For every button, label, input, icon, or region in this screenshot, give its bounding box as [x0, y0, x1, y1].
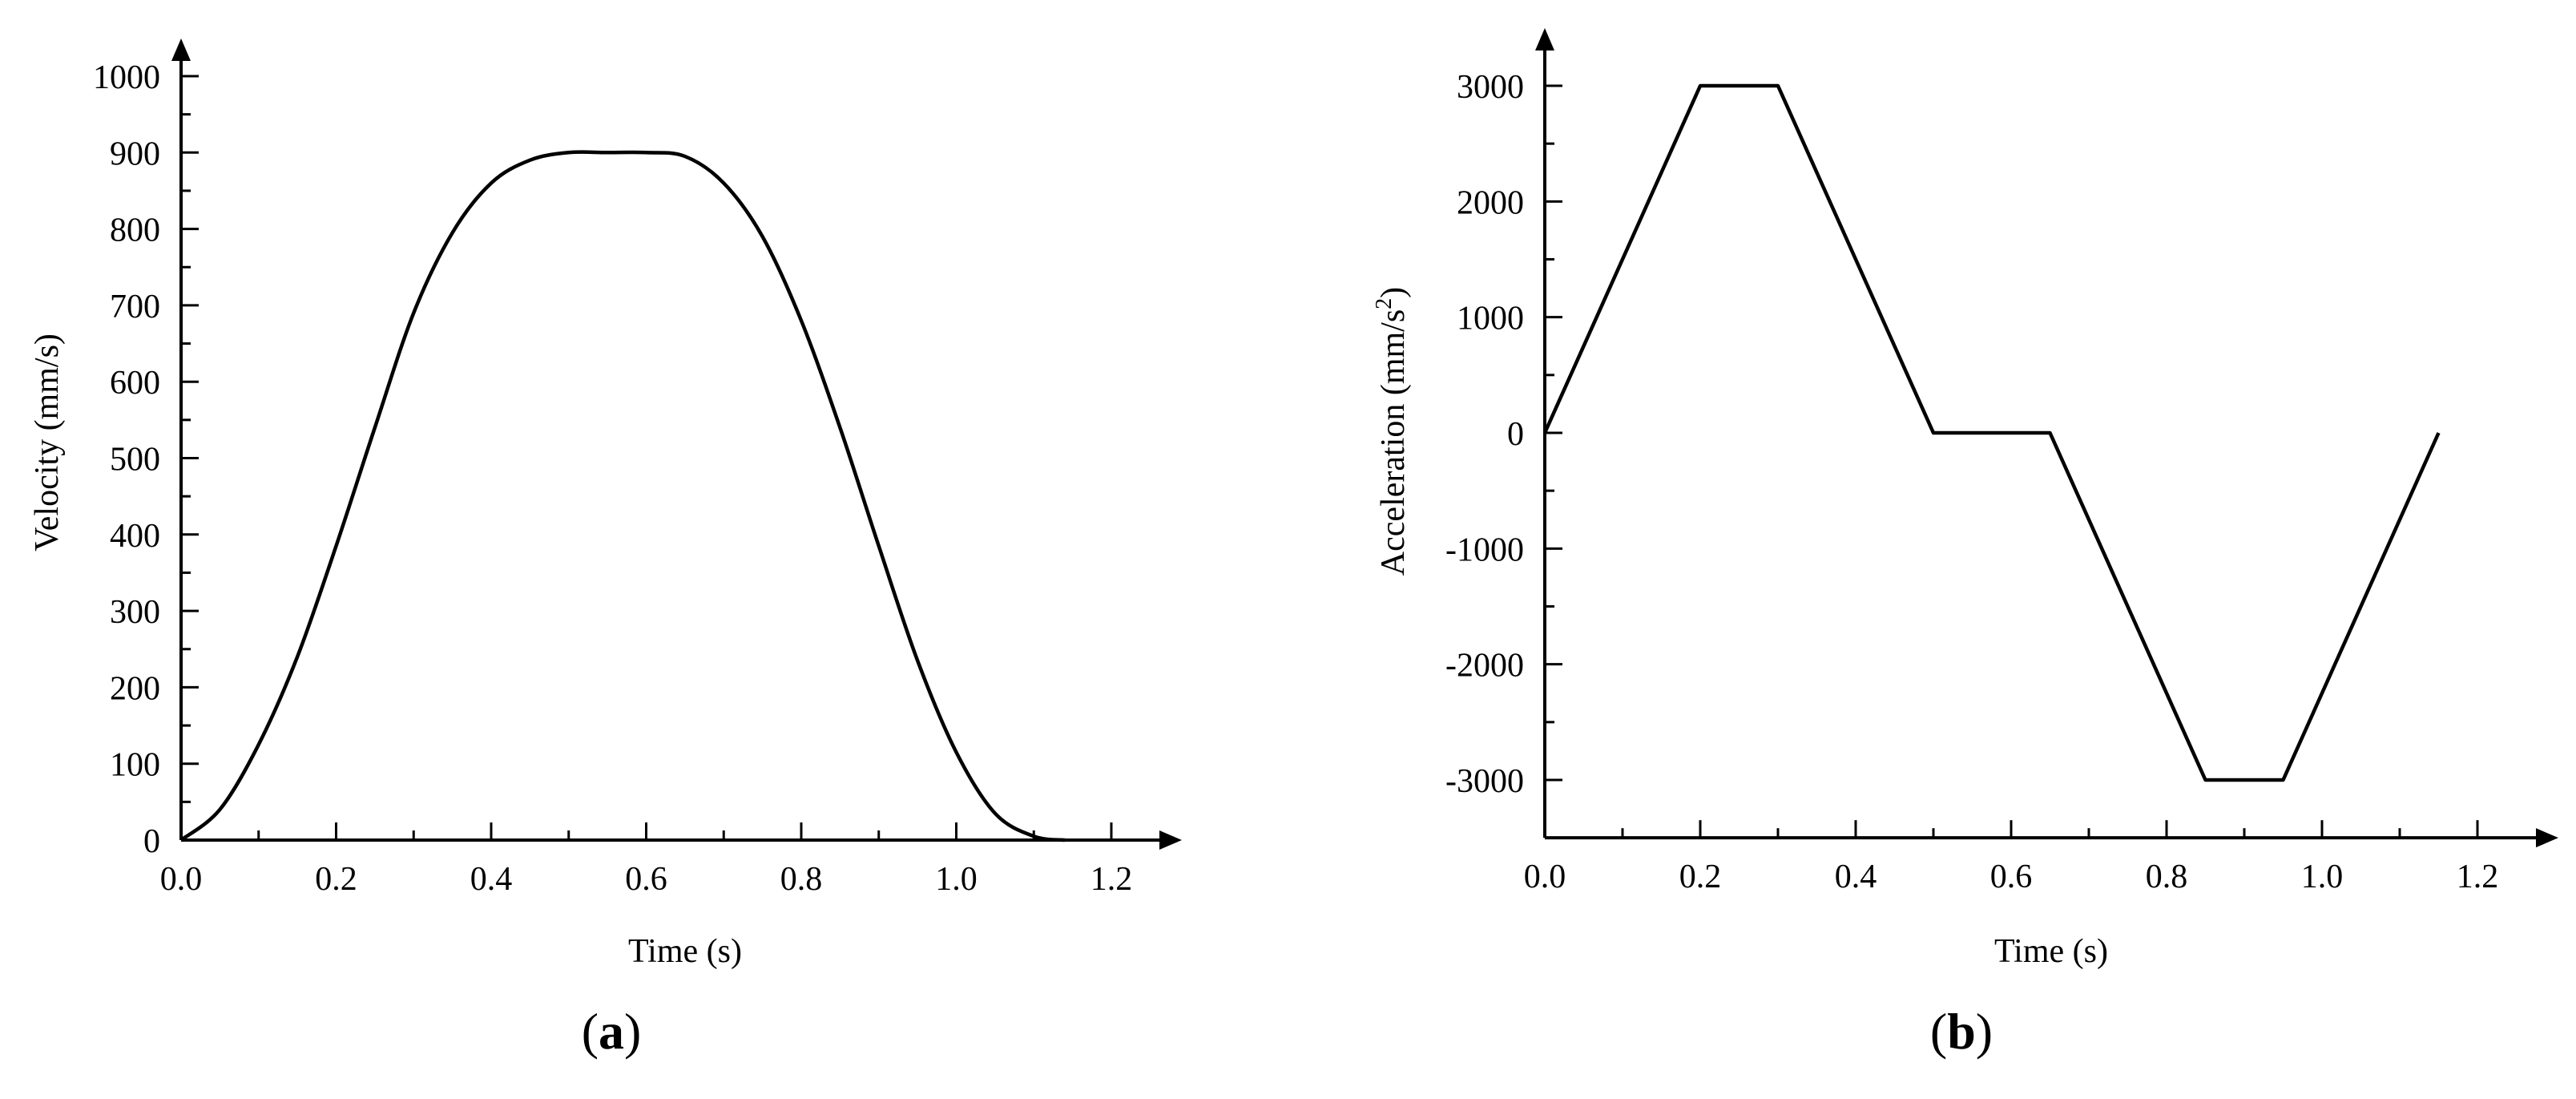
y-tick-label: 0	[1507, 416, 1524, 453]
x-tick-label: 0.6	[625, 861, 667, 898]
x-tick-label: 0.2	[1679, 859, 1722, 895]
y-axis-arrow	[1535, 28, 1554, 51]
y-tick-label: 3000	[1457, 69, 1524, 106]
x-tick-label: 1.0	[2301, 859, 2344, 895]
series-line	[179, 150, 1066, 842]
y-axis-title-end: )	[1375, 287, 1412, 298]
y-axis-title: Acceleration (mm/s2)	[1372, 287, 1412, 576]
panel-label: (a)	[582, 1003, 642, 1060]
x-tick-label: 0.4	[470, 861, 513, 898]
y-tick-label: 600	[110, 365, 160, 402]
y-tick-label: 900	[110, 135, 160, 172]
x-tick-label: 0.2	[315, 861, 357, 898]
chart-panel-a: 0.0 0.2 0.4 0.6 0.8 1.0 1.2 0 100 200 300 400 500 600…	[29, 38, 1182, 1060]
x-tick-label: 0.8	[780, 861, 823, 898]
y-tick-label: -3000	[1445, 763, 1524, 800]
panel-label-letter: a	[599, 1003, 624, 1060]
y-axis-title-text: Acceleration (mm/s	[1375, 309, 1412, 576]
x-tick-label: 0.0	[160, 861, 203, 898]
x-tick-label: 1.0	[935, 861, 978, 898]
x-tick-label: 0.6	[1990, 859, 2033, 895]
y-tick-label: 400	[110, 518, 160, 555]
y-tick-label: 1000	[93, 59, 160, 96]
x-tick-label: 0.0	[1524, 859, 1566, 895]
y-axis-title-superscript: 2	[1372, 298, 1397, 309]
x-axis-arrow	[2536, 828, 2558, 848]
x-tick-label: 1.2	[2457, 859, 2499, 895]
x-axis-title: Time (s)	[1994, 933, 2108, 970]
panel-label: (b)	[1930, 1003, 1993, 1060]
y-tick-label: 1000	[1457, 301, 1524, 337]
y-tick-label: -1000	[1445, 531, 1524, 568]
x-axis-title: Time (s)	[628, 933, 742, 970]
y-tick-label: -2000	[1445, 648, 1524, 685]
panel-label-letter: b	[1947, 1003, 1976, 1060]
y-tick-label: 2000	[1457, 184, 1524, 221]
y-tick-label: 0	[143, 823, 160, 860]
x-tick-label: 0.4	[1835, 859, 1877, 895]
x-tick-label: 0.8	[2146, 859, 2188, 895]
y-tick-label: 500	[110, 442, 160, 479]
y-tick-label: 300	[110, 594, 160, 631]
y-tick-label: 100	[110, 747, 160, 784]
y-axis-title: Velocity (mm/s)	[29, 333, 66, 552]
series-line	[1542, 83, 2441, 782]
y-tick-label: 800	[110, 212, 160, 249]
chart-panel-b: 0.0 0.2 0.4 0.6 0.8 1.0 1.2 -3000 -2000 -1000 0 100…	[1372, 28, 2558, 1060]
y-axis-arrow	[171, 38, 191, 61]
y-tick-label: 700	[110, 289, 160, 325]
y-tick-label: 200	[110, 670, 160, 707]
x-axis-arrow	[1159, 830, 1182, 850]
y-axis-title-text: Velocity (mm/s)	[29, 333, 66, 552]
x-tick-label: 1.2	[1090, 861, 1133, 898]
